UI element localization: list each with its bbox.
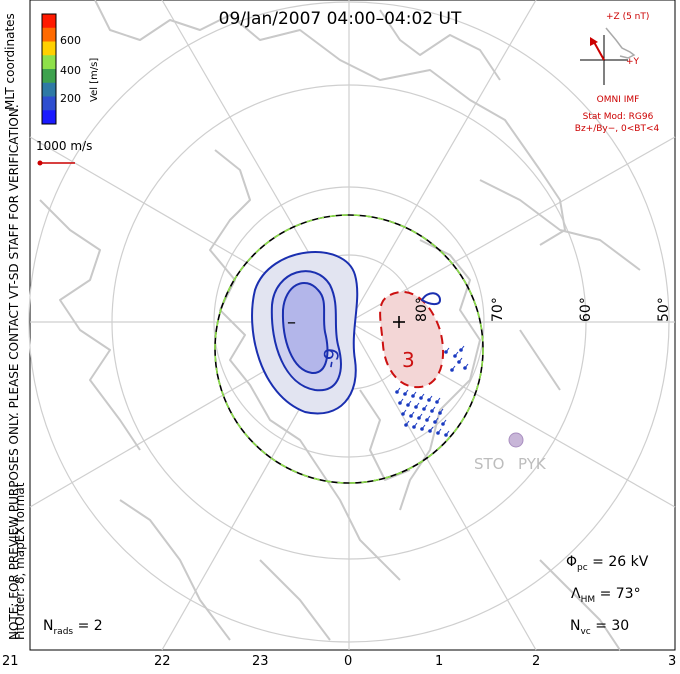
fit-order-label: FitOrder: 8, mapEX format [13,482,27,640]
velocity-vector-tail [415,402,420,408]
stat-nrads: Nrads = 2 [43,618,103,637]
velocity-vector-tail [460,345,465,351]
reference-vector-label: 1000 m/s [36,139,93,153]
small-negative-contour [420,292,442,306]
velocity-vector-tail [464,363,469,369]
nrads-value: = 2 [77,618,103,634]
negative-cell-inner [281,281,329,375]
velocity-vector-tail [396,387,401,393]
imf-dial [580,27,636,85]
velocity-vector-tail [399,398,404,404]
imf-condition: Bz+/By−, 0<BT<4 [574,124,660,134]
velocity-vector-tail [404,389,409,395]
velocity-vector-tail [423,404,428,410]
pyk-station-marker [508,432,524,448]
scale-tick-200: 200 [60,92,81,105]
nrads-symbol: N [43,618,54,634]
stat-nvc: Nvc = 30 [570,618,629,637]
velocity-vectors [395,345,469,437]
velocity-vector-tail [434,417,439,423]
velocity-vector-tail [420,393,425,399]
reference-vector-origin [37,160,43,166]
mlt-tick-21: 21 [2,654,19,669]
stat-lambda-hm: ΛHM = 73° [571,586,641,605]
color-scale-label: Vel [m/s] [89,57,100,102]
mlt-coordinates-label: MLT coordinates [3,13,17,110]
imf-y-label: +Y [626,57,640,67]
phi-value: = 26 kV [592,554,649,570]
velocity-vector-tail [445,430,450,436]
velocity-vector-tail [426,415,431,421]
color-scale-segment [42,82,56,97]
velocity-vector-tail [418,413,423,419]
nrads-sub: rads [53,626,74,637]
color-scale-segment [42,55,56,70]
mlt-tick-1: 1 [435,654,444,669]
velocity-vector-tail [445,347,450,353]
map-frame [29,0,676,651]
color-scale-segment [42,96,56,111]
imf-trace [605,27,636,59]
velocity-vector-tail [437,428,442,434]
lambda-value: = 73° [599,586,641,602]
velocity-vector-tail [413,422,418,428]
velocity-color-scale [42,14,56,125]
velocity-vector-tail [405,420,410,426]
phi-symbol: Φ [566,554,578,570]
color-scale-frame [41,13,57,125]
scale-tick-600: 600 [60,34,81,47]
imf-source: OMNI IMF [596,95,640,105]
color-scale-segment [42,69,56,84]
coastlines [39,0,641,651]
velocity-vector-tail [431,406,436,412]
station-sto: STO [474,455,505,473]
stat-phi-pc: Φpc = 26 kV [566,554,648,573]
nvc-symbol: N [570,618,581,634]
color-scale-segment [42,110,56,125]
mlt-tick-23: 23 [252,654,269,669]
color-scale-segment [42,14,56,29]
mlt-tick-2: 2 [532,654,541,669]
imf-scale-label: +Z (5 nT) [606,12,650,22]
positive-cell [379,290,445,389]
mlt-tick-3: 3 [668,654,677,669]
velocity-vector-tail [421,424,426,430]
phi-sub: pc [577,562,588,573]
velocity-vector-tail [451,365,456,371]
mlt-tick-22: 22 [154,654,171,669]
positive-contour-label: 3 [402,348,415,372]
velocity-vector-tail [442,419,447,425]
nvc-sub: vc [580,626,591,637]
velocity-vector-tail [407,400,412,406]
hm-boundary-green [214,214,484,484]
velocity-vector-tail [454,351,459,357]
velocity-vector-tail [410,411,415,417]
velocity-vector-tail [436,397,441,403]
nvc-value: = 30 [595,618,630,634]
velocity-vector-tail [428,395,433,401]
velocity-vector-tail [458,357,463,363]
imf-model: Stat Mod: RG96 [582,112,654,122]
lambda-sub: HM [580,594,596,605]
velocity-vector-tail [429,426,434,432]
scale-tick-400: 400 [60,64,81,77]
negative-contour-label: -9 [317,346,345,370]
velocity-vector-tail [402,409,407,415]
color-scale-segment [42,41,56,56]
velocity-vector-tail [439,408,444,414]
imf-vector [593,41,605,61]
velocity-vector-tail [412,391,417,397]
color-scale-segment [42,27,56,42]
map-title: 09/Jan/2007 04:00–04:02 UT [218,9,462,29]
mlt-tick-0: 0 [344,654,353,669]
lambda-symbol: Λ [571,586,581,602]
negative-cell-symbol: – [287,312,296,333]
station-pyk: PYK [518,455,546,473]
